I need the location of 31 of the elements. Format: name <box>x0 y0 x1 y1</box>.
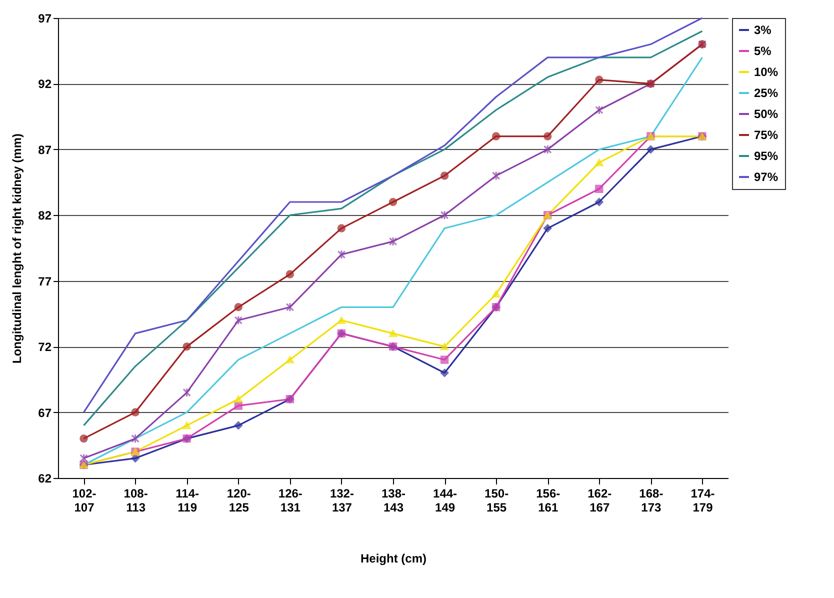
x-tick-label: 150-155 <box>484 486 509 514</box>
x-tick-label: 156-161 <box>536 486 560 514</box>
x-tick-label: 138-143 <box>381 486 406 514</box>
x-tick-label: 174-179 <box>690 486 715 514</box>
x-tick-label: 132-137 <box>330 486 354 514</box>
y-tick-label: 82 <box>38 208 52 223</box>
y-tick-label: 87 <box>38 142 52 157</box>
legend-label: 3% <box>754 23 772 37</box>
y-axis-title: Longitudinal lenght of right kidney (mm) <box>10 134 24 364</box>
legend-label: 97% <box>754 170 778 184</box>
x-tick-label: 120-125 <box>226 486 251 514</box>
x-tick-label: 102-107 <box>72 486 96 514</box>
x-tick-label: 144-149 <box>433 486 458 514</box>
y-tick-label: 72 <box>38 340 52 354</box>
x-tick-label: 114-119 <box>176 486 200 514</box>
legend-label: 95% <box>754 149 778 163</box>
legend-label: 10% <box>754 65 778 79</box>
x-axis-title: Height (cm) <box>360 552 427 566</box>
y-tick-label: 97 <box>38 12 52 26</box>
x-tick-label: 162-167 <box>588 486 612 514</box>
legend-label: 50% <box>754 107 778 121</box>
y-tick-label: 77 <box>38 274 52 288</box>
x-tick-label: 108-113 <box>124 486 148 514</box>
y-tick-label: 62 <box>38 472 52 486</box>
legend-label: 75% <box>754 128 778 142</box>
y-tick-label: 67 <box>38 406 52 420</box>
legend-label: 25% <box>754 86 778 100</box>
x-tick-label: 126-131 <box>278 486 302 514</box>
x-tick-label: 168-173 <box>639 486 664 514</box>
y-tick-label: 92 <box>38 77 52 92</box>
legend-label: 5% <box>754 44 772 58</box>
